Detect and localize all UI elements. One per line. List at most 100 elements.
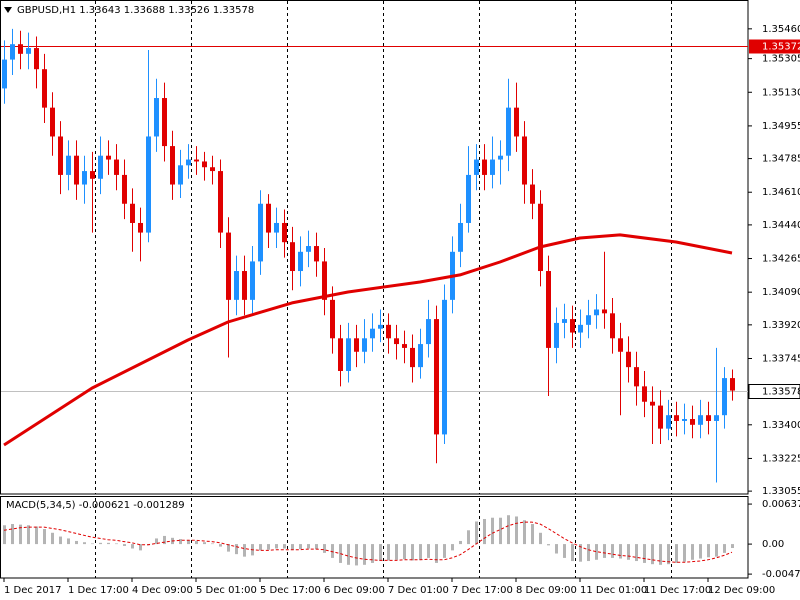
candle-body (186, 159, 191, 166)
histogram-bar (291, 544, 294, 550)
candle-body (74, 155, 79, 185)
histogram-bar (699, 544, 702, 559)
y-tick-label: 1.33920 (762, 320, 800, 331)
histogram-bar (83, 542, 86, 545)
histogram-bar (371, 544, 374, 563)
histogram-bar (491, 517, 494, 545)
histogram-bar (51, 532, 54, 545)
candle-body (658, 405, 663, 429)
histogram-bar (619, 544, 622, 559)
candle-body (386, 324, 391, 339)
histogram-bar (411, 544, 414, 561)
histogram-bar (203, 542, 206, 545)
candle-body (370, 328, 375, 339)
y-tick-label: 1.34785 (762, 154, 800, 165)
histogram-bar (683, 544, 686, 562)
histogram-bar (651, 544, 654, 565)
histogram-bar (323, 544, 326, 553)
candle-body (602, 309, 607, 314)
candle-body (482, 159, 487, 175)
histogram-bar (659, 544, 662, 565)
histogram-bar (211, 543, 214, 545)
candle-body (394, 338, 399, 345)
candle-body (354, 338, 359, 352)
candle-body (178, 165, 183, 185)
x-tick-label: 8 Dec 09:00 (516, 585, 577, 596)
histogram-bar (435, 544, 438, 563)
candle-body (378, 324, 383, 329)
y-tick-label: 1.33055 (762, 486, 800, 497)
histogram-bar (19, 524, 22, 545)
candle-body (34, 48, 39, 70)
candle-body (346, 338, 351, 371)
histogram-bar (387, 544, 390, 561)
candle-body (42, 69, 47, 108)
candle-body (338, 338, 343, 371)
histogram-bar (43, 529, 46, 545)
histogram-bar (275, 544, 278, 549)
candle-body (466, 174, 471, 223)
histogram-bar (243, 544, 246, 557)
histogram-bar (155, 538, 158, 545)
histogram-bar (27, 525, 30, 545)
histogram-bar (219, 544, 222, 547)
level-label: 1.35372 (762, 42, 800, 53)
candle-body (690, 419, 695, 425)
candle-body (362, 338, 367, 352)
candle-body (290, 242, 295, 272)
candle-body (514, 107, 519, 137)
x-tick-label: 6 Dec 09:00 (324, 585, 385, 596)
candle-body (698, 415, 703, 425)
histogram-bar (643, 544, 646, 563)
candle-body (410, 347, 415, 368)
level-label-box (749, 39, 800, 54)
histogram-bar (579, 544, 582, 562)
candle-body (210, 167, 215, 172)
histogram-bar (267, 544, 270, 550)
candle-body (722, 378, 727, 416)
candle-body (90, 171, 95, 179)
histogram-bar (75, 540, 78, 545)
candle-body (306, 246, 311, 252)
candle-body (162, 98, 167, 147)
candle-body (538, 203, 543, 272)
last-price-label-box (748, 384, 800, 399)
menu-arrow[interactable] (4, 7, 12, 13)
candle-body (618, 338, 623, 352)
histogram-bar (59, 536, 62, 545)
chart-title: GBPUSD,H1 1.33643 1.33688 1.33526 1.3357… (17, 5, 254, 16)
histogram-bar (115, 543, 118, 545)
histogram-bar (523, 520, 526, 545)
histogram-bar (347, 544, 350, 565)
candle-body (522, 136, 527, 185)
candle-body (586, 315, 591, 325)
histogram-bar (603, 544, 606, 558)
candle-body (562, 319, 567, 323)
candle-body (106, 155, 111, 160)
histogram-bar (99, 542, 102, 545)
x-tick-label: 4 Dec 09:00 (132, 585, 193, 596)
candle-body (154, 98, 159, 137)
histogram-bar (91, 543, 94, 545)
histogram-bar (395, 544, 398, 560)
candle-body (554, 322, 559, 348)
histogram-bar (475, 521, 478, 545)
histogram-bar (131, 544, 134, 549)
x-tick-label: 11 Dec 17:00 (644, 585, 711, 596)
histogram-bar (363, 544, 366, 565)
histogram-bar (531, 524, 534, 545)
histogram-bar (139, 544, 142, 551)
moving-average (3, 233, 733, 447)
histogram-bar (611, 544, 614, 558)
y-tick-label: 0.006374 (762, 499, 800, 510)
candle-body (594, 309, 599, 316)
candle-body (634, 367, 639, 387)
candle-body (314, 246, 319, 262)
histogram-bar (195, 540, 198, 545)
candle-body (2, 59, 7, 89)
histogram-bar (467, 530, 470, 545)
histogram-bar (499, 517, 502, 545)
x-tick-label: 5 Dec 17:00 (260, 585, 321, 596)
candle-body (650, 401, 655, 406)
